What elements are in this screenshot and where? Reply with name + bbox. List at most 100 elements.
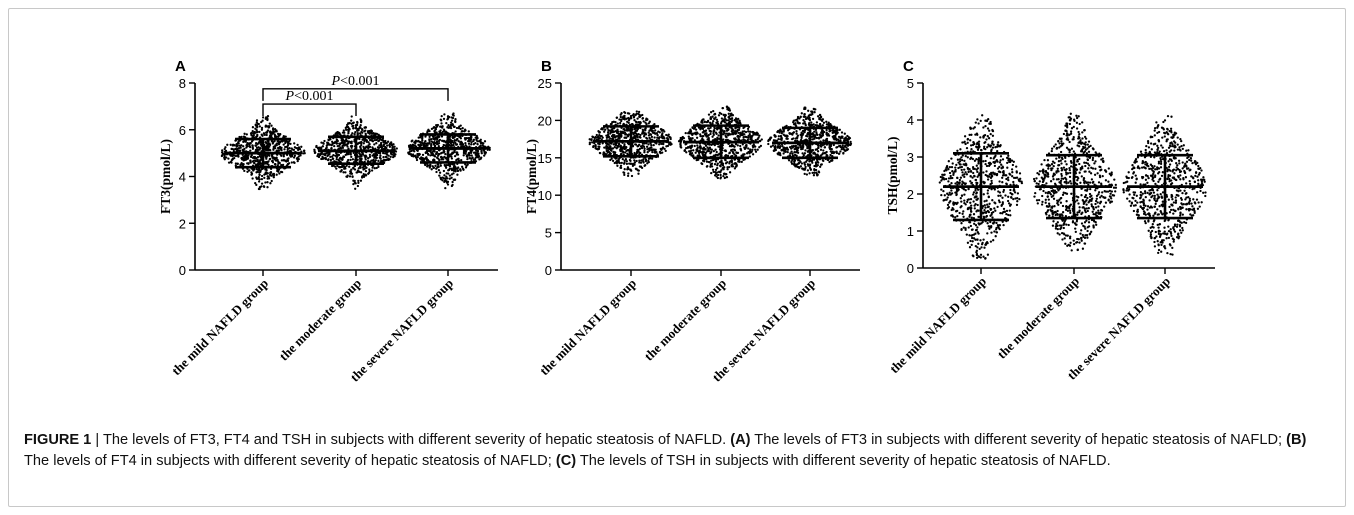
data-point — [346, 142, 349, 146]
data-point — [692, 154, 695, 157]
data-point — [989, 122, 992, 126]
data-point — [823, 130, 826, 134]
data-point — [710, 171, 713, 175]
data-point — [467, 130, 470, 133]
data-point — [434, 164, 437, 167]
data-point — [989, 214, 992, 217]
data-point — [796, 134, 800, 137]
data-point — [694, 128, 698, 131]
data-point — [958, 178, 962, 182]
data-point — [989, 156, 992, 160]
data-point — [479, 142, 483, 145]
data-point — [633, 128, 636, 131]
data-point — [969, 224, 973, 228]
data-point — [997, 145, 1001, 148]
data-point — [626, 112, 630, 115]
data-point — [653, 122, 656, 126]
data-point — [959, 148, 962, 151]
data-point — [623, 159, 626, 162]
data-point — [320, 152, 323, 155]
data-point — [255, 177, 259, 180]
data-point — [474, 141, 477, 145]
data-point — [734, 117, 738, 120]
data-point — [984, 173, 987, 177]
data-point — [268, 122, 271, 125]
data-point — [455, 143, 459, 146]
data-point — [722, 130, 725, 134]
data-point — [250, 140, 254, 143]
data-point — [776, 130, 780, 133]
data-point — [947, 205, 951, 209]
data-point — [997, 194, 1000, 197]
data-point — [800, 132, 803, 135]
data-point — [686, 146, 689, 149]
data-point — [388, 145, 392, 148]
data-point — [634, 137, 637, 140]
data-point — [265, 157, 268, 160]
data-point — [986, 232, 989, 235]
data-point — [977, 255, 980, 258]
data-point — [748, 150, 752, 153]
data-point — [982, 160, 985, 163]
data-point — [976, 246, 979, 249]
data-point — [663, 147, 666, 151]
data-point — [943, 194, 946, 197]
data-point — [972, 237, 976, 240]
data-point — [736, 121, 739, 124]
data-point — [324, 147, 328, 150]
data-point — [390, 153, 394, 156]
data-point — [477, 156, 480, 159]
data-point — [331, 157, 335, 160]
data-point — [341, 131, 345, 134]
data-point — [638, 165, 642, 168]
data-point — [752, 130, 755, 134]
data-point — [976, 170, 979, 174]
data-point — [949, 174, 952, 178]
data-point — [992, 210, 995, 214]
data-point — [985, 214, 989, 218]
data-point — [390, 141, 393, 144]
x-category-label: the moderate group — [994, 274, 1082, 362]
data-point — [428, 135, 431, 139]
data-point — [458, 135, 461, 138]
data-point — [617, 143, 621, 146]
data-point — [594, 136, 597, 139]
data-point — [733, 145, 736, 148]
data-point — [741, 143, 744, 146]
data-point — [968, 221, 972, 224]
data-point — [604, 128, 607, 131]
data-point — [693, 144, 696, 148]
data-point — [271, 128, 275, 131]
data-point — [973, 159, 977, 162]
data-point — [985, 138, 988, 141]
data-point — [711, 115, 714, 118]
data-point — [821, 134, 825, 137]
data-point — [969, 157, 972, 161]
data-point — [668, 135, 671, 139]
data-point — [282, 143, 285, 146]
data-point — [341, 158, 344, 161]
data-point — [963, 193, 966, 196]
data-point — [774, 135, 777, 138]
y-tick-label: 0 — [907, 261, 914, 276]
data-point — [837, 135, 841, 139]
data-point — [389, 155, 392, 158]
data-point — [438, 171, 442, 174]
data-point — [960, 156, 963, 159]
data-point — [716, 176, 720, 180]
data-point — [963, 168, 966, 171]
data-point — [709, 152, 712, 155]
data-point — [830, 147, 833, 151]
data-point — [790, 150, 793, 153]
data-point — [845, 146, 848, 149]
data-point — [277, 162, 280, 165]
data-point — [951, 170, 954, 173]
data-point — [974, 121, 977, 124]
data-point — [996, 143, 999, 146]
data-point — [987, 195, 990, 198]
data-point — [612, 153, 616, 156]
data-point — [813, 171, 816, 174]
data-point — [474, 151, 477, 154]
data-point — [596, 136, 600, 139]
data-point — [488, 148, 491, 151]
